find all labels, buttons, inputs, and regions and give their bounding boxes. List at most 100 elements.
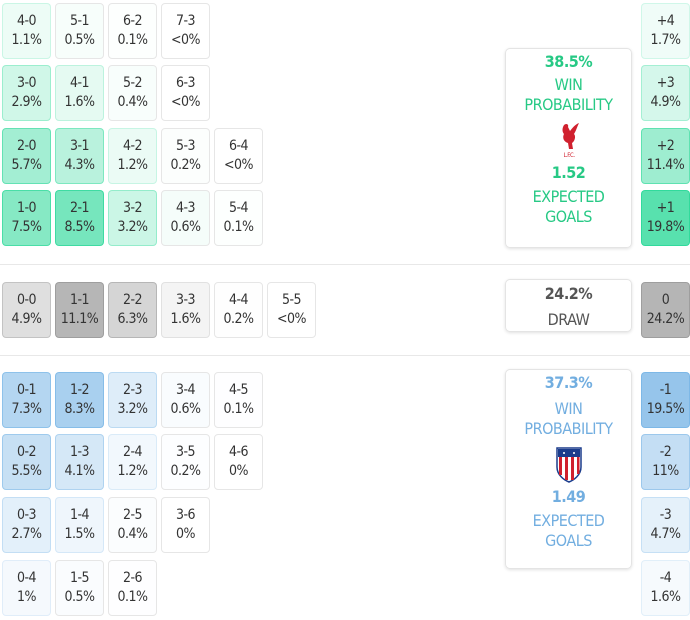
probability-value: 4.1% <box>64 463 96 479</box>
draw-summary-card: 24.2% DRAW <box>505 279 632 332</box>
score-cell: 1-4 1.5% <box>55 497 104 553</box>
probability-value: 0.4% <box>117 94 149 110</box>
probability-value: 6.3% <box>117 311 149 327</box>
score-cell: 4-3 0.6% <box>161 190 210 246</box>
score-label: 4-1 <box>69 75 90 91</box>
probability-value: 0.1% <box>117 32 149 48</box>
score-label: 6-4 <box>228 138 249 154</box>
score-label: 6-3 <box>175 75 196 91</box>
score-label: 3-6 <box>175 507 196 523</box>
score-label: 0 <box>661 292 670 308</box>
score-label: 2-0 <box>16 138 37 154</box>
score-cell: 2-4 1.2% <box>108 434 157 490</box>
score-label: 5-4 <box>228 200 249 216</box>
probability-value: 11.1% <box>60 311 99 327</box>
probability-value: 19.8% <box>646 219 685 235</box>
score-cell: 3-4 0.6% <box>161 372 210 428</box>
score-label: +3 <box>656 75 675 91</box>
score-cell: 2-6 0.1% <box>108 560 157 616</box>
score-label: 7-3 <box>175 13 196 29</box>
probability-value: 8.5% <box>64 219 96 235</box>
probability-value: 7.3% <box>11 401 43 417</box>
score-cell: 5-3 0.2% <box>161 128 210 184</box>
probability-value: <0% <box>276 311 307 327</box>
score-cell: 5-2 0.4% <box>108 65 157 121</box>
probability-value: 1.2% <box>117 157 149 173</box>
score-cell: 0-4 1% <box>2 560 51 616</box>
divider <box>0 355 690 356</box>
score-cell: 2-1 8.5% <box>55 190 104 246</box>
score-cell: 4-6 0% <box>214 434 263 490</box>
probability-value: 7.5% <box>11 219 43 235</box>
score-label: 0-2 <box>16 444 37 460</box>
score-cell: 3-1 4.3% <box>55 128 104 184</box>
away-xg: 1.49 <box>551 487 586 506</box>
score-label: 3-5 <box>175 444 196 460</box>
probability-value: 5.7% <box>11 157 43 173</box>
score-cell: 3-2 3.2% <box>108 190 157 246</box>
home-xg-label: EXPECTED <box>532 187 605 206</box>
score-label: 0-4 <box>16 570 37 586</box>
probability-value: 1.1% <box>11 32 43 48</box>
score-label: 1-5 <box>69 570 90 586</box>
score-label: 2-2 <box>122 292 143 308</box>
home-win-label-2: PROBABILITY <box>524 95 613 114</box>
margin-cell: +2 11.4% <box>641 128 690 184</box>
score-cell: 0-1 7.3% <box>2 372 51 428</box>
probability-value: 1.6% <box>64 94 96 110</box>
away-xg-label-2: GOALS <box>545 531 592 550</box>
score-cell: 0-2 5.5% <box>2 434 51 490</box>
score-label: 1-4 <box>69 507 90 523</box>
margin-cell: -3 4.7% <box>641 497 690 553</box>
probability-value: 0.2% <box>170 463 202 479</box>
score-label: 3-4 <box>175 382 196 398</box>
home-win-label: WIN <box>554 75 583 94</box>
score-label: -3 <box>659 507 672 523</box>
score-cell: 5-4 0.1% <box>214 190 263 246</box>
score-label: 2-3 <box>122 382 143 398</box>
away-win-label-2: PROBABILITY <box>524 419 613 438</box>
divider <box>0 264 690 265</box>
probability-value: 0.4% <box>117 526 149 542</box>
score-label: 2-1 <box>69 200 90 216</box>
score-label: 1-2 <box>69 382 90 398</box>
score-cell: 4-4 0.2% <box>214 282 263 338</box>
atletico-crest-icon <box>555 447 582 483</box>
probability-value: <0% <box>223 157 254 173</box>
probability-value: 4.9% <box>11 311 43 327</box>
probability-value: 19.5% <box>646 401 685 417</box>
margin-cell: +1 19.8% <box>641 190 690 246</box>
score-label: 3-3 <box>175 292 196 308</box>
score-label: -4 <box>659 570 672 586</box>
score-label: 4-4 <box>228 292 249 308</box>
probability-value: 24.2% <box>646 311 685 327</box>
probability-value: 0.6% <box>170 219 202 235</box>
score-cell: 1-3 4.1% <box>55 434 104 490</box>
score-cell: 4-1 1.6% <box>55 65 104 121</box>
probability-value: <0% <box>170 94 201 110</box>
score-cell: 3-0 2.9% <box>2 65 51 121</box>
score-cell: 0-3 2.7% <box>2 497 51 553</box>
score-label: 3-2 <box>122 200 143 216</box>
score-cell: 5-1 0.5% <box>55 3 104 59</box>
probability-value: <0% <box>170 32 201 48</box>
home-xg: 1.52 <box>551 163 586 182</box>
probability-value: 4.3% <box>64 157 96 173</box>
probability-value: 11% <box>652 463 679 479</box>
score-cell: 3-5 0.2% <box>161 434 210 490</box>
score-label: 3-1 <box>69 138 90 154</box>
score-cell: 3-6 0% <box>161 497 210 553</box>
probability-value: 0.1% <box>223 219 255 235</box>
score-cell: 2-2 6.3% <box>108 282 157 338</box>
score-label: 6-2 <box>122 13 143 29</box>
score-label: 4-5 <box>228 382 249 398</box>
score-cell: 1-0 7.5% <box>2 190 51 246</box>
draw-pct: 24.2% <box>544 284 593 303</box>
probability-value: 4.7% <box>650 526 682 542</box>
probability-value: 5.5% <box>11 463 43 479</box>
score-cell: 1-2 8.3% <box>55 372 104 428</box>
margin-cell: +4 1.7% <box>641 3 690 59</box>
score-cell: 2-5 0.4% <box>108 497 157 553</box>
probability-value: 1.6% <box>170 311 202 327</box>
score-label: +4 <box>656 13 675 29</box>
